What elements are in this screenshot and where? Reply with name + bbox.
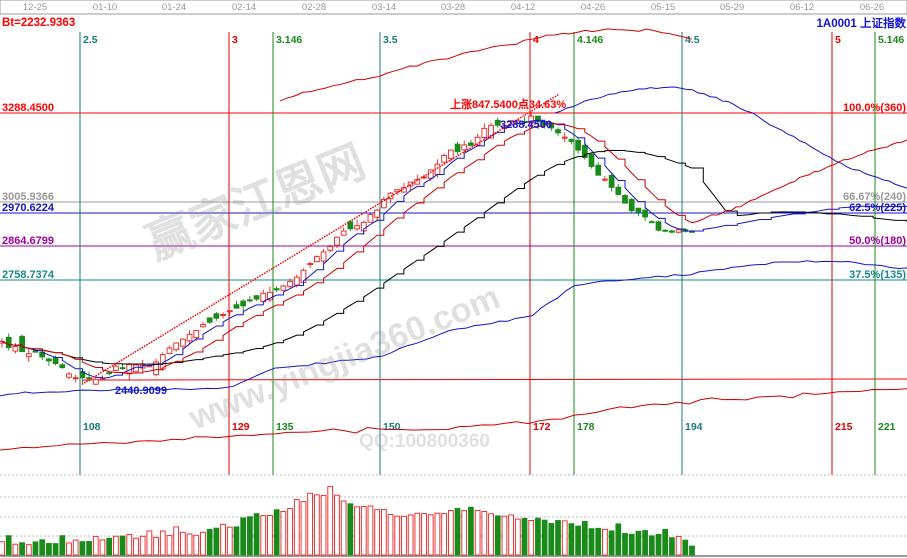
svg-text:2864.6799: 2864.6799 (2, 235, 54, 247)
svg-text:05-29: 05-29 (720, 2, 744, 13)
svg-text:QQ:100800360: QQ:100800360 (359, 431, 490, 452)
svg-text:178: 178 (577, 421, 595, 433)
svg-text:3288.4500: 3288.4500 (500, 119, 552, 131)
svg-text:215: 215 (835, 421, 853, 433)
svg-text:135: 135 (276, 421, 294, 433)
svg-text:01-10: 01-10 (93, 2, 117, 13)
svg-text:4.146: 4.146 (577, 34, 603, 46)
svg-text:37.5%(135): 37.5%(135) (849, 269, 906, 281)
svg-text:Bt=2232.9363: Bt=2232.9363 (2, 17, 75, 29)
svg-text:06-26: 06-26 (860, 2, 884, 13)
svg-text:03-28: 03-28 (441, 2, 465, 13)
svg-text:50.0%(180): 50.0%(180) (849, 235, 906, 247)
svg-text:2758.7374: 2758.7374 (2, 269, 55, 281)
svg-text:221: 221 (878, 421, 896, 433)
svg-text:108: 108 (83, 421, 101, 433)
svg-text:02-28: 02-28 (302, 2, 326, 13)
svg-text:5.146: 5.146 (878, 34, 904, 46)
svg-text:01-24: 01-24 (162, 2, 186, 13)
svg-text:5: 5 (835, 34, 841, 46)
svg-text:04-26: 04-26 (581, 2, 605, 13)
svg-text:12-25: 12-25 (23, 2, 47, 13)
svg-text:4: 4 (533, 34, 539, 46)
svg-text:172: 172 (533, 421, 551, 433)
svg-text:3288.4500: 3288.4500 (2, 102, 54, 114)
svg-text:62.5%(225): 62.5%(225) (849, 202, 906, 214)
svg-text:上涨847.5400点34.63%: 上涨847.5400点34.63% (450, 97, 566, 111)
svg-text:05-15: 05-15 (651, 2, 675, 13)
svg-text:1A0001 上证指数: 1A0001 上证指数 (817, 16, 907, 30)
svg-text:2440.9099: 2440.9099 (115, 385, 167, 397)
svg-text:4.5: 4.5 (685, 34, 700, 46)
svg-text:2970.6224: 2970.6224 (2, 202, 55, 214)
svg-text:129: 129 (232, 421, 250, 433)
svg-text:2.5: 2.5 (83, 34, 98, 46)
svg-text:3: 3 (232, 34, 238, 46)
svg-text:194: 194 (685, 421, 703, 433)
svg-text:04-12: 04-12 (511, 2, 535, 13)
svg-text:06-12: 06-12 (790, 2, 814, 13)
svg-text:3.146: 3.146 (276, 34, 302, 46)
svg-text:03-14: 03-14 (372, 2, 396, 13)
svg-text:02-14: 02-14 (232, 2, 256, 13)
svg-text:3.5: 3.5 (383, 34, 398, 46)
